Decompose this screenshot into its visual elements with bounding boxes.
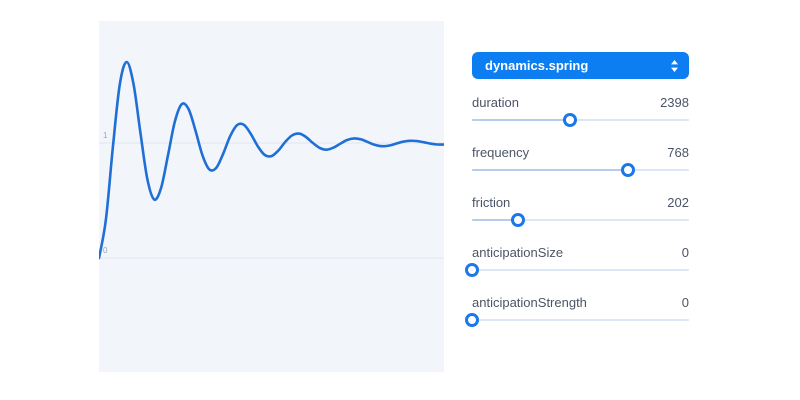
spring-curve-svg: 10 <box>99 60 444 260</box>
slider-anticipationStrength[interactable] <box>465 312 689 328</box>
slider-friction[interactable] <box>472 212 689 228</box>
slider-track[interactable] <box>472 319 689 321</box>
slider-head: duration 2398 <box>472 95 689 112</box>
slider-head: frequency 768 <box>472 145 689 162</box>
slider-row-friction: friction 202 <box>472 195 689 228</box>
slider-row-anticipationSize: anticipationSize 0 <box>465 245 689 278</box>
slider-list: duration 2398 frequency 768 friction 202 antic… <box>465 95 689 328</box>
slider-thumb-frequency[interactable] <box>621 163 636 177</box>
slider-thumb-anticipationStrength[interactable] <box>465 313 479 327</box>
slider-track[interactable] <box>472 269 689 271</box>
slider-anticipationSize[interactable] <box>465 262 689 278</box>
slider-value-frequency: 768 <box>667 145 689 160</box>
slider-thumb-friction[interactable] <box>510 213 525 227</box>
spring-curve <box>99 60 444 260</box>
slider-fill <box>472 119 570 121</box>
slider-value-anticipationSize: 0 <box>681 245 689 260</box>
slider-row-duration: duration 2398 <box>472 95 689 128</box>
slider-track[interactable] <box>472 219 689 221</box>
slider-fill <box>472 169 629 171</box>
slider-label-frequency: frequency <box>472 145 530 160</box>
slider-duration[interactable] <box>472 112 689 128</box>
slider-row-frequency: frequency 768 <box>472 145 689 178</box>
slider-value-duration: 2398 <box>660 95 689 110</box>
slider-label-friction: friction <box>472 195 511 210</box>
select-arrows-icon <box>670 59 679 73</box>
slider-head: friction 202 <box>472 195 689 212</box>
slider-label-anticipationSize: anticipationSize <box>472 245 564 260</box>
slider-head: anticipationSize 0 <box>472 245 689 262</box>
preset-select-label: dynamics.spring <box>485 58 589 73</box>
slider-head: anticipationStrength 0 <box>472 295 689 312</box>
slider-label-anticipationStrength: anticipationStrength <box>472 295 587 310</box>
slider-value-friction: 202 <box>667 195 689 210</box>
slider-label-duration: duration <box>472 95 519 110</box>
slider-thumb-anticipationSize[interactable] <box>465 263 479 277</box>
slider-frequency[interactable] <box>472 162 689 178</box>
preset-select[interactable]: dynamics.spring <box>472 52 689 79</box>
y-tick-label: 0 <box>103 246 108 255</box>
slider-value-anticipationStrength: 0 <box>681 295 689 310</box>
y-tick-label: 1 <box>103 131 108 140</box>
slider-row-anticipationStrength: anticipationStrength 0 <box>465 295 689 328</box>
slider-fill <box>472 219 518 221</box>
controls-panel: dynamics.spring duration 2398 frequency 768… <box>465 52 689 328</box>
slider-thumb-duration[interactable] <box>562 113 577 127</box>
slider-track[interactable] <box>472 119 689 121</box>
